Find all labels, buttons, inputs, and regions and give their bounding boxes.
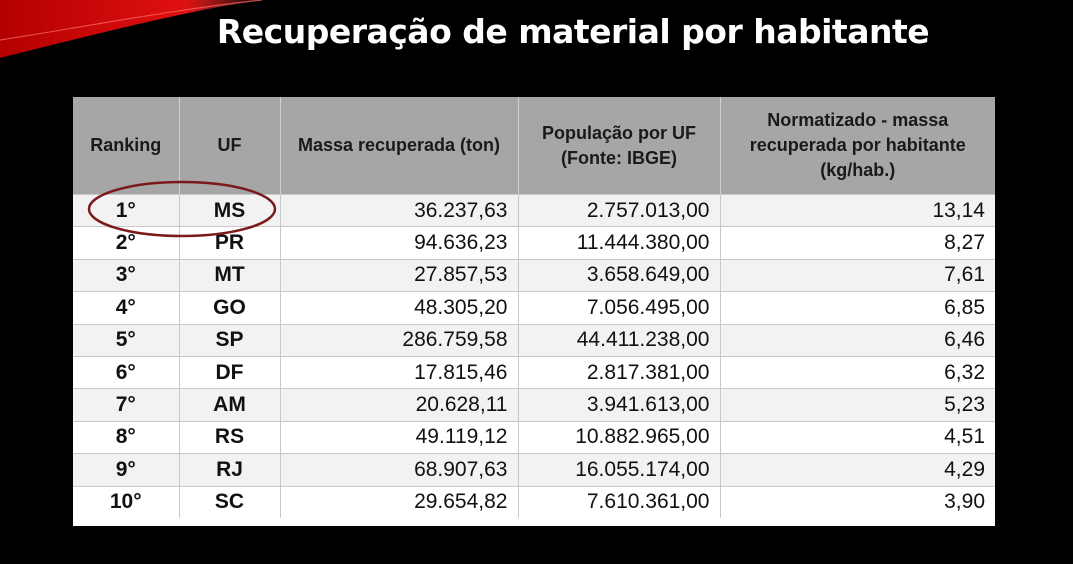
- massa-cell: 17.815,46: [280, 355, 519, 389]
- uf-cell: SC: [179, 485, 281, 518]
- ranking-table: Ranking UF Massa recuperada (ton) Popula…: [73, 97, 995, 518]
- normatizado-cell: 5,23: [720, 388, 995, 422]
- rank-cell: 6°: [73, 355, 180, 389]
- uf-cell: MT: [179, 258, 281, 292]
- table-row: 9° RJ 68.907,63 16.055.174,00 4,29: [73, 453, 995, 487]
- normatizado-cell: 6,85: [720, 291, 995, 325]
- rank-cell: 4°: [73, 291, 180, 325]
- populacao-cell: 3.941.613,00: [518, 388, 721, 422]
- massa-cell: 68.907,63: [280, 453, 519, 487]
- uf-cell: AM: [179, 388, 281, 422]
- massa-cell: 286.759,58: [280, 323, 519, 357]
- table-body: 1° MS 36.237,63 2.757.013,00 13,14 2° PR 94.636…: [73, 193, 995, 518]
- rank-cell: 2°: [73, 226, 180, 260]
- populacao-cell: 7.056.495,00: [518, 291, 721, 325]
- populacao-cell: 44.411.238,00: [518, 323, 721, 357]
- rank-cell: 7°: [73, 388, 180, 422]
- uf-cell: DF: [179, 355, 281, 389]
- table-row: 4° GO 48.305,20 7.056.495,00 6,85: [73, 291, 995, 325]
- corner-swoosh-decoration: [0, 0, 265, 58]
- table-row: 8° RS 49.119,12 10.882.965,00 4,51: [73, 420, 995, 454]
- rank-cell: 1°: [73, 193, 180, 227]
- normatizado-cell: 8,27: [720, 226, 995, 260]
- uf-cell: RJ: [179, 453, 281, 487]
- table-row: 5° SP 286.759,58 44.411.238,00 6,46: [73, 323, 995, 357]
- normatizado-cell: 13,14: [720, 193, 995, 227]
- rank-cell: 3°: [73, 258, 180, 292]
- massa-cell: 27.857,53: [280, 258, 519, 292]
- massa-cell: 36.237,63: [280, 193, 519, 227]
- table-header-row: Ranking UF Massa recuperada (ton) Popula…: [73, 97, 995, 195]
- table-row: 3° MT 27.857,53 3.658.649,00 7,61: [73, 258, 995, 292]
- massa-cell: 48.305,20: [280, 291, 519, 325]
- uf-cell: GO: [179, 291, 281, 325]
- normatizado-cell: 4,29: [720, 453, 995, 487]
- slide-title: Recuperação de material por habitante: [216, 12, 930, 51]
- normatizado-cell: 3,90: [720, 485, 995, 518]
- populacao-cell: 11.444.380,00: [518, 226, 721, 260]
- uf-cell: SP: [179, 323, 281, 357]
- uf-cell: MS: [179, 193, 281, 227]
- rank-cell: 5°: [73, 323, 180, 357]
- normatizado-cell: 7,61: [720, 258, 995, 292]
- column-header-normatizado: Normatizado - massa recuperada por habit…: [720, 97, 995, 195]
- table-row: 7° AM 20.628,11 3.941.613,00 5,23: [73, 388, 995, 422]
- rank-cell: 8°: [73, 420, 180, 454]
- massa-cell: 20.628,11: [280, 388, 519, 422]
- column-header-uf: UF: [179, 97, 281, 195]
- massa-cell: 49.119,12: [280, 420, 519, 454]
- populacao-cell: 2.817.381,00: [518, 355, 721, 389]
- uf-cell: RS: [179, 420, 281, 454]
- rank-cell: 10°: [73, 485, 180, 518]
- populacao-cell: 16.055.174,00: [518, 453, 721, 487]
- populacao-cell: 10.882.965,00: [518, 420, 721, 454]
- populacao-cell: 3.658.649,00: [518, 258, 721, 292]
- table-row: 6° DF 17.815,46 2.817.381,00 6,32: [73, 355, 995, 389]
- table-row: 2° PR 94.636,23 11.444.380,00 8,27: [73, 226, 995, 260]
- massa-cell: 29.654,82: [280, 485, 519, 518]
- uf-cell: PR: [179, 226, 281, 260]
- column-header-populacao: População por UF (Fonte: IBGE): [518, 97, 721, 195]
- normatizado-cell: 6,32: [720, 355, 995, 389]
- table-row: 10° SC 29.654,82 7.610.361,00 3,90: [73, 485, 995, 518]
- rank-cell: 9°: [73, 453, 180, 487]
- normatizado-cell: 6,46: [720, 323, 995, 357]
- column-header-massa: Massa recuperada (ton): [280, 97, 519, 195]
- column-header-ranking: Ranking: [73, 97, 180, 195]
- ranking-table-container: Ranking UF Massa recuperada (ton) Popula…: [73, 97, 995, 526]
- populacao-cell: 2.757.013,00: [518, 193, 721, 227]
- normatizado-cell: 4,51: [720, 420, 995, 454]
- massa-cell: 94.636,23: [280, 226, 519, 260]
- populacao-cell: 7.610.361,00: [518, 485, 721, 518]
- table-row: 1° MS 36.237,63 2.757.013,00 13,14: [73, 193, 995, 227]
